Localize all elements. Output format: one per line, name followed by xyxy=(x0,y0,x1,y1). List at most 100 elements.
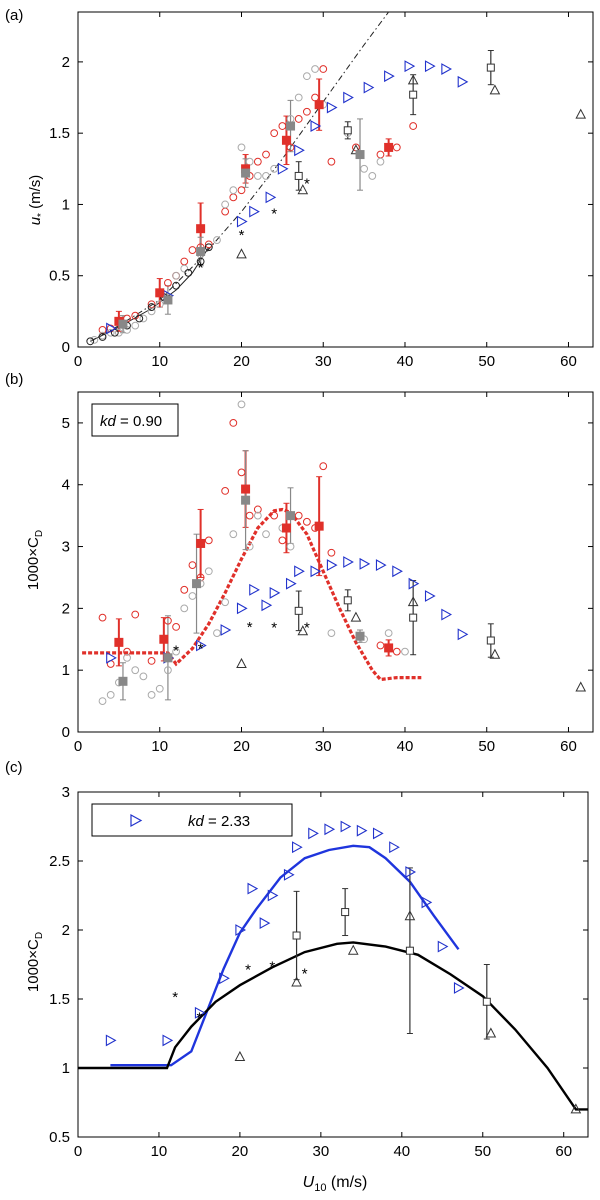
data-point xyxy=(278,122,287,130)
data-point xyxy=(575,108,587,119)
data-point xyxy=(172,271,180,280)
data-point xyxy=(326,101,338,114)
data-point xyxy=(277,162,289,175)
data-point xyxy=(360,164,369,173)
data-point xyxy=(340,820,352,833)
panel-c-axes xyxy=(77,791,589,1138)
data-point xyxy=(123,647,131,656)
data-point xyxy=(408,577,420,590)
data-point xyxy=(404,60,416,73)
x-tick-label: 40 xyxy=(397,353,414,370)
data-point xyxy=(359,557,371,570)
data-point xyxy=(241,484,251,494)
panel-c: (c) 1000×CD U10 (m/s) kd = 2.33 0 10 20 30 4… xyxy=(5,759,589,1194)
y-tick-label: 5 xyxy=(62,415,70,432)
data-point xyxy=(341,908,350,917)
data-point: * xyxy=(247,619,253,636)
data-point xyxy=(570,1103,582,1114)
data-point xyxy=(184,268,193,277)
data-point xyxy=(319,65,328,73)
data-point xyxy=(229,193,238,202)
data-point xyxy=(220,624,232,636)
data-point xyxy=(355,631,365,641)
x-tick-label: 30 xyxy=(315,738,332,755)
data-point xyxy=(421,896,433,909)
data-point xyxy=(270,164,279,173)
data-point xyxy=(457,75,469,88)
panel-a-ylabel: u* (m/s) xyxy=(27,175,47,226)
data-point xyxy=(196,246,206,256)
y-tick-label: 1 xyxy=(62,196,70,213)
data-point xyxy=(135,314,144,323)
data-point xyxy=(118,319,128,329)
data-point xyxy=(192,579,202,589)
data-point xyxy=(253,511,262,520)
data-point xyxy=(326,559,338,572)
data-point xyxy=(384,643,394,653)
data-point xyxy=(237,400,246,409)
data-point xyxy=(319,462,328,471)
data-point xyxy=(90,335,99,344)
data-point: * xyxy=(198,260,204,277)
data-point xyxy=(147,307,156,316)
data-point xyxy=(155,300,164,309)
data-point xyxy=(194,1006,206,1019)
y-tick-label: 2.5 xyxy=(49,853,70,870)
panel-c-xlabel: U10 (m/s) xyxy=(303,1174,368,1194)
x-tick-label: 20 xyxy=(233,738,250,755)
data-point xyxy=(441,608,452,621)
series-line xyxy=(78,941,588,1111)
y-tick-label: 0 xyxy=(62,724,70,741)
data-point xyxy=(147,303,156,311)
data-point xyxy=(221,200,230,209)
series-line xyxy=(90,11,390,342)
data-point xyxy=(235,924,247,936)
data-point xyxy=(310,565,322,578)
data-point xyxy=(114,328,123,337)
data-point: * xyxy=(304,620,310,637)
data-point xyxy=(343,126,352,135)
panel-b-label: (b) xyxy=(5,371,23,388)
data-point xyxy=(285,577,297,590)
x-tick-label: 50 xyxy=(478,353,495,370)
data-point xyxy=(204,536,213,545)
y-tick-label: 3 xyxy=(62,784,70,801)
data-point xyxy=(221,598,230,607)
panel-b-markers: * * * * * xyxy=(98,400,587,705)
data-point xyxy=(123,653,131,662)
data-point xyxy=(404,910,416,921)
data-point xyxy=(424,60,436,73)
data-point xyxy=(283,868,295,881)
series-line xyxy=(82,507,422,682)
data-point xyxy=(368,172,377,180)
data-point xyxy=(311,65,319,73)
data-point xyxy=(294,144,305,157)
panel-a: (a) u* (m/s) 0 10 20 30 40 50 60 0 0.5 1 1.5 2 * * * * xyxy=(5,7,594,370)
data-point xyxy=(297,625,309,636)
data-point xyxy=(356,824,368,837)
data-point xyxy=(489,648,501,659)
data-point xyxy=(376,641,385,650)
data-point xyxy=(131,666,140,675)
data-point xyxy=(236,215,248,228)
data-point: * xyxy=(271,620,277,637)
data-point xyxy=(241,168,251,178)
data-point xyxy=(229,530,238,539)
data-point xyxy=(294,565,305,578)
data-point xyxy=(392,565,403,578)
data-point xyxy=(327,629,336,637)
data-point xyxy=(286,511,296,521)
panel-c-legend-marker xyxy=(130,813,143,828)
data-point xyxy=(139,672,148,681)
data-point xyxy=(98,333,107,341)
data-point xyxy=(139,314,148,323)
x-tick-label: 20 xyxy=(233,353,250,370)
panel-b-annotation: kd = 0.90 xyxy=(100,413,162,430)
data-point: * xyxy=(302,965,308,982)
data-point xyxy=(86,337,95,346)
y-tick-label: 2 xyxy=(62,54,70,71)
panel-a-markers: * * * * xyxy=(86,60,587,346)
data-point xyxy=(172,281,180,290)
data-point xyxy=(376,150,385,159)
data-point xyxy=(286,121,296,131)
